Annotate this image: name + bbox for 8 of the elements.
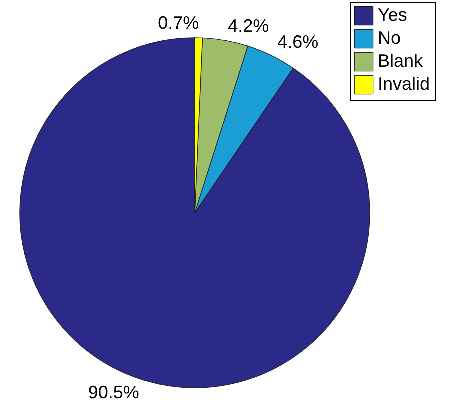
data-label: 90.5% [88, 382, 140, 403]
legend-label: Yes [378, 5, 408, 25]
data-label: 4.6% [278, 32, 319, 52]
legend-label: Invalid [378, 74, 430, 94]
legend-label: Blank [378, 51, 424, 71]
data-label: 4.2% [228, 16, 270, 36]
legend-label: No [378, 28, 402, 48]
data-label: 0.7% [158, 13, 200, 34]
